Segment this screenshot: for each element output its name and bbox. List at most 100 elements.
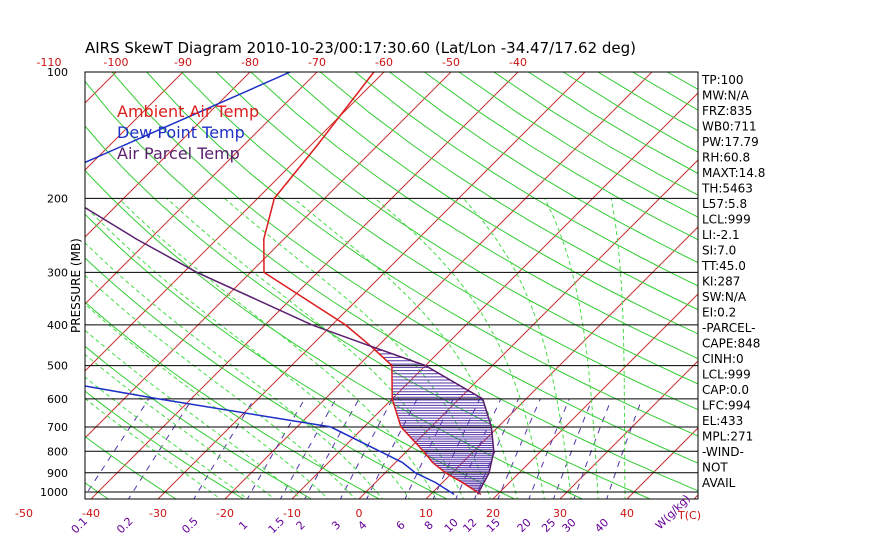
bottom-temp-tick-label: -40 bbox=[82, 507, 100, 520]
mixing-ratio-line bbox=[85, 398, 150, 497]
moist-adiabat-grid bbox=[85, 198, 626, 499]
moist-adiabat-line bbox=[166, 198, 464, 499]
pressure-tick-label: 600 bbox=[47, 393, 68, 406]
dewpoint-temp-line bbox=[85, 72, 455, 496]
index-item: SW:N/A bbox=[702, 290, 747, 304]
mixing-ratio-line bbox=[552, 398, 593, 499]
index-item: -WIND- bbox=[702, 445, 744, 459]
mixing-ratio-line bbox=[246, 398, 306, 499]
mixing-ratio-label: 40 bbox=[592, 516, 611, 535]
moist-adiabat-line bbox=[85, 205, 411, 499]
pressure-tick-label: 800 bbox=[47, 445, 68, 458]
dry-adiabat-line bbox=[85, 257, 449, 499]
index-item: EL:433 bbox=[702, 414, 743, 428]
mixing-ratio-label: 0.5 bbox=[179, 515, 201, 537]
bottom-temp-tick-label: 40 bbox=[620, 507, 634, 520]
pressure-tick-label: 700 bbox=[47, 421, 68, 434]
index-item: SI:7.0 bbox=[702, 244, 736, 258]
legend: Ambient Air Temp Dew Point Temp Air Parc… bbox=[117, 102, 259, 163]
y-axis-label: PRESSURE (MB) bbox=[69, 238, 83, 333]
mixing-ratio-line bbox=[528, 398, 570, 499]
top-temperature-ticks: -120-110-100-90-80-70-60-50-40 bbox=[37, 56, 527, 69]
dry-adiabat-line bbox=[146, 72, 698, 437]
index-item: PW:17.79 bbox=[702, 135, 759, 149]
index-item: -PARCEL- bbox=[702, 321, 756, 335]
index-item: LCL:999 bbox=[702, 368, 751, 382]
bottom-temp-tick-label: -50 bbox=[15, 507, 33, 520]
bottom-temp-tick-label: -30 bbox=[149, 507, 167, 520]
index-item: MW:N/A bbox=[702, 89, 750, 103]
isotherm-line bbox=[358, 159, 698, 499]
pressure-tick-label: 400 bbox=[47, 319, 68, 332]
mixing-ratio-label: 4 bbox=[355, 518, 369, 532]
pressure-tick-label: 900 bbox=[47, 467, 68, 480]
moist-adiabat-line bbox=[85, 353, 276, 499]
mixing-ratio-line bbox=[127, 398, 193, 499]
pressure-axis-labels: 100 200 300 400 500 600 700 800 900 1000 bbox=[40, 66, 68, 499]
dry-adiabat-line bbox=[528, 72, 698, 175]
pressure-tick-label: 1000 bbox=[40, 486, 68, 499]
dry-adiabat-line bbox=[111, 72, 698, 464]
dry-adiabat-grid bbox=[85, 72, 698, 499]
mixing-ratio-label: 3 bbox=[329, 518, 343, 532]
isotherm-line bbox=[425, 226, 698, 499]
isotherm-line bbox=[559, 360, 698, 499]
isotherm-line bbox=[85, 72, 452, 439]
moist-adiabat-line bbox=[85, 242, 383, 499]
bottom-temp-tick-label: 30 bbox=[553, 507, 567, 520]
isotherm-line bbox=[85, 72, 385, 372]
sounding-profiles bbox=[85, 72, 495, 496]
index-item: FRZ:835 bbox=[702, 104, 752, 118]
dry-adiabat-line bbox=[85, 345, 313, 499]
dry-adiabat-line bbox=[85, 390, 245, 499]
parcel-temp-line bbox=[85, 206, 495, 495]
index-item: TP:100 bbox=[701, 73, 744, 87]
mixing-ratio-line bbox=[606, 398, 643, 499]
mixing-ratio-line bbox=[339, 398, 393, 499]
mixing-ratio-label: 6 bbox=[394, 518, 408, 532]
moist-adiabat-line bbox=[85, 274, 357, 499]
isotherm-line bbox=[85, 72, 184, 171]
isotherm-line bbox=[0, 72, 49, 501]
index-item: TH:5463 bbox=[701, 182, 753, 196]
bottom-temp-tick-label: -20 bbox=[216, 507, 234, 520]
moist-adiabat-line bbox=[85, 303, 330, 499]
bottom-temperature-ticks: -50 -40 -30 -20 -10 0 10 20 30 40 bbox=[15, 507, 634, 520]
mixing-ratio-line bbox=[193, 398, 255, 499]
bottom-temp-tick-label: 20 bbox=[486, 507, 500, 520]
dry-adiabat-line bbox=[493, 72, 698, 196]
isotherm-line bbox=[759, 72, 870, 501]
top-temp-tick-label: -110 bbox=[37, 56, 62, 69]
mixing-ratio-line bbox=[366, 398, 418, 499]
index-item: MPL:271 bbox=[702, 430, 753, 444]
dry-adiabat-line bbox=[250, 72, 698, 360]
isotherm-line bbox=[85, 72, 251, 238]
ambient-temp-line bbox=[263, 72, 482, 496]
moist-adiabat-line bbox=[463, 198, 572, 499]
index-item: CINH:0 bbox=[702, 352, 744, 366]
index-item: LCL:999 bbox=[702, 213, 751, 227]
index-item: LFC:994 bbox=[702, 399, 751, 413]
isotherm-line bbox=[492, 293, 698, 499]
bottom-temp-tick-label: 0 bbox=[356, 507, 363, 520]
pressure-tick-label: 100 bbox=[47, 66, 68, 79]
top-temp-tick-label: -40 bbox=[509, 56, 527, 69]
moist-adiabat-line bbox=[85, 397, 222, 499]
index-item: EI:0.2 bbox=[702, 306, 736, 320]
mixing-ratio-line bbox=[304, 398, 360, 499]
mixing-ratio-label: 2 bbox=[294, 518, 308, 532]
index-item: AVAIL bbox=[702, 476, 736, 490]
dry-adiabat-line bbox=[319, 72, 698, 311]
top-temp-tick-label: -100 bbox=[104, 56, 129, 69]
dry-adiabat-line bbox=[85, 80, 698, 492]
mixing-ratio-label: 1 bbox=[236, 518, 250, 532]
top-temp-tick-label: -90 bbox=[174, 56, 192, 69]
index-item: TT:45.0 bbox=[701, 259, 746, 273]
pressure-tick-label: 200 bbox=[47, 192, 68, 205]
index-item: WB0:711 bbox=[702, 120, 757, 134]
mixing-ratio-label: 20 bbox=[515, 516, 534, 535]
top-temp-tick-label: -50 bbox=[442, 56, 460, 69]
mixing-ratio-label: 12 bbox=[460, 516, 479, 535]
dry-adiabat-line bbox=[181, 72, 698, 411]
